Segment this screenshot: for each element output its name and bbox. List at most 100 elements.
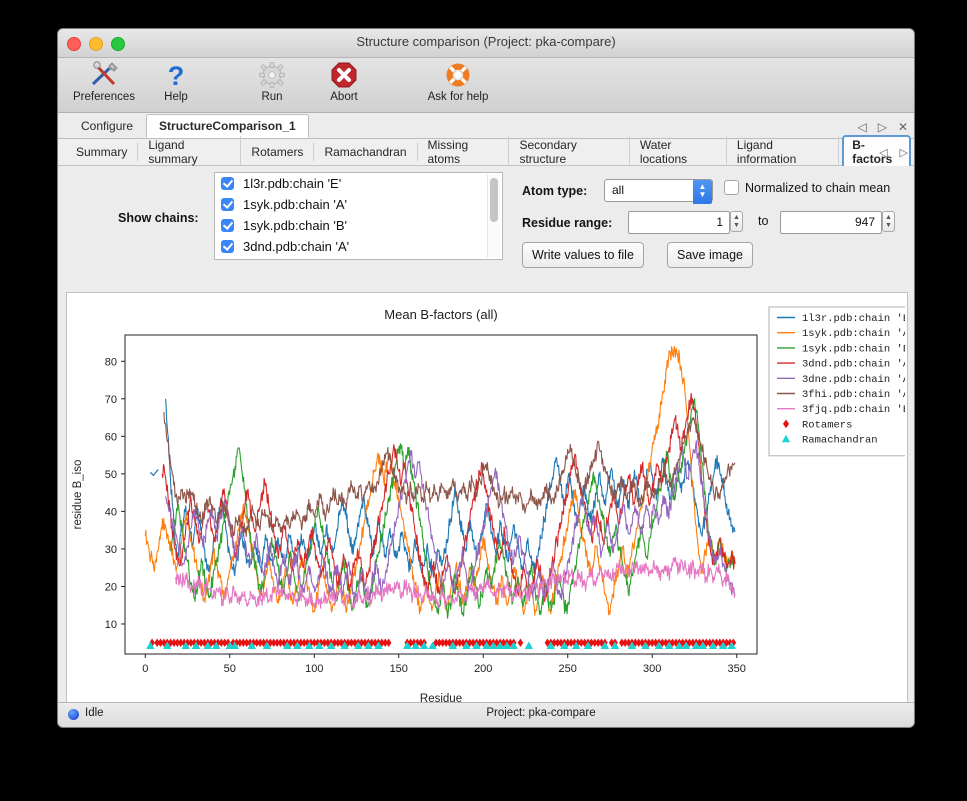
status-indicator-icon (68, 709, 79, 720)
tab-ligand-summary[interactable]: Ligand summary (138, 136, 242, 168)
chain-checkbox[interactable] (221, 198, 234, 211)
close-window-button[interactable] (67, 37, 81, 51)
chain-label: 1syk.pdb:chain 'B' (243, 218, 347, 233)
svg-text:300: 300 (643, 663, 661, 675)
residue-range-to-input[interactable]: 947 (780, 211, 882, 234)
status-project-label: Project: pka-compare (486, 707, 596, 719)
chain-list-scrollbar[interactable] (487, 175, 500, 257)
chain-list-item[interactable]: 3dnd.pdb:chain 'A' (215, 236, 502, 257)
status-bar: Idle Project: pka-compare (58, 702, 914, 727)
svg-text:350: 350 (728, 663, 746, 675)
svg-text:1syk.pdb:chain 'A': 1syk.pdb:chain 'A' (802, 328, 905, 340)
residue-range-to-stepper[interactable]: ▲ ▼ (882, 211, 895, 232)
chain-list-item[interactable]: 1syk.pdb:chain 'A' (215, 194, 502, 215)
atom-type-label: Atom type: (522, 184, 588, 198)
project-tab-prev-icon[interactable]: ◁ (857, 120, 867, 134)
svg-text:250: 250 (559, 663, 577, 675)
run-gear-icon (236, 60, 308, 90)
chain-checkbox[interactable] (221, 240, 234, 253)
show-chains-label: Show chains: (118, 211, 199, 225)
help-button[interactable]: ? Help (140, 58, 212, 103)
project-tabbar: Configure StructureComparison_1 ◁ ▷ ✕ (58, 113, 914, 139)
results-tab-prev-icon[interactable]: ◁ (879, 146, 888, 159)
help-question-icon: ? (140, 60, 212, 90)
tab-structurecomparison-1[interactable]: StructureComparison_1 (146, 114, 309, 138)
controls-panel: Show chains: 1l3r.pdb:chain 'E' 1syk.pdb… (58, 166, 914, 268)
minimize-window-button[interactable] (89, 37, 103, 51)
chain-list-item[interactable]: 1syk.pdb:chain 'B' (215, 215, 502, 236)
abort-button[interactable]: Abort (308, 58, 380, 103)
svg-text:150: 150 (390, 663, 408, 675)
preferences-label: Preferences (72, 91, 135, 103)
svg-text:10: 10 (105, 619, 117, 631)
lifering-icon (416, 60, 500, 90)
traffic-lights (67, 37, 125, 51)
preferences-tools-icon (68, 60, 140, 90)
ask-for-help-button[interactable]: Ask for help (416, 58, 500, 103)
svg-text:Mean B-factors (all): Mean B-factors (all) (384, 307, 497, 322)
zoom-window-button[interactable] (111, 37, 125, 51)
window-title: Structure comparison (Project: pka-compa… (356, 34, 616, 49)
chain-checkbox[interactable] (221, 219, 234, 232)
results-tab-nav: ◁ ▷ (879, 146, 908, 159)
tab-secondary-structure[interactable]: Secondary structure (509, 136, 630, 168)
status-state-label: Idle (85, 707, 104, 719)
svg-text:3fjq.pdb:chain 'E': 3fjq.pdb:chain 'E' (802, 404, 905, 416)
run-label: Run (261, 91, 283, 103)
chain-list-item[interactable]: 1l3r.pdb:chain 'E' (215, 173, 502, 194)
svg-text:3dne.pdb:chain 'A': 3dne.pdb:chain 'A' (802, 374, 905, 386)
bfactor-plot-panel: Mean B-factors (all) 0 50 100 150 200 250 300 35… (66, 292, 908, 715)
svg-text:20: 20 (105, 581, 117, 593)
svg-text:?: ? (168, 61, 185, 89)
chain-list-scroll-thumb[interactable] (490, 178, 498, 222)
help-label: Help (164, 91, 188, 103)
normalized-checkbox[interactable] (724, 180, 739, 195)
svg-text:1l3r.pdb:chain 'E': 1l3r.pdb:chain 'E' (802, 313, 905, 325)
residue-range-from-value: 1 (716, 215, 723, 229)
svg-text:50: 50 (105, 469, 117, 481)
tab-ligand-information[interactable]: Ligand information (727, 136, 840, 168)
svg-text:3dnd.pdb:chain 'A': 3dnd.pdb:chain 'A' (802, 359, 905, 371)
chain-checkbox[interactable] (221, 177, 234, 190)
tab-summary[interactable]: Summary (66, 143, 139, 161)
residue-range-label: Residue range: (522, 216, 613, 230)
residue-range-to-label: to (758, 214, 769, 228)
svg-text:residue B_iso: residue B_iso (72, 460, 84, 530)
results-tab-next-icon[interactable]: ▷ (899, 146, 908, 159)
project-tab-next-icon[interactable]: ▷ (877, 120, 887, 134)
svg-text:70: 70 (105, 394, 117, 406)
bfactor-chart: Mean B-factors (all) 0 50 100 150 200 250 300 35… (72, 306, 905, 705)
atom-type-select[interactable]: all ▲ ▼ (604, 179, 713, 204)
project-tab-close-icon[interactable]: ✕ (897, 120, 908, 134)
project-tab-nav: ◁ ▷ ✕ (857, 120, 908, 134)
app-window: Structure comparison (Project: pka-compa… (57, 28, 915, 728)
residue-range-from-input[interactable]: 1 (628, 211, 730, 234)
preferences-button[interactable]: Preferences (68, 58, 140, 103)
save-image-button[interactable]: Save image (667, 242, 754, 268)
tab-rotamers[interactable]: Rotamers (241, 143, 315, 161)
svg-text:0: 0 (142, 663, 148, 675)
run-button[interactable]: Run (236, 58, 308, 103)
normalized-checkbox-group[interactable]: Normalized to chain mean (724, 180, 890, 195)
abort-label: Abort (330, 91, 358, 103)
tab-ramachandran[interactable]: Ramachandran (314, 143, 418, 161)
svg-text:200: 200 (474, 663, 492, 675)
residue-range-from-stepper[interactable]: ▲ ▼ (730, 211, 743, 232)
tab-configure[interactable]: Configure (81, 119, 134, 133)
svg-text:50: 50 (224, 663, 236, 675)
chain-label: 1l3r.pdb:chain 'E' (243, 176, 342, 191)
ask-for-help-label: Ask for help (427, 91, 489, 103)
svg-text:80: 80 (105, 356, 117, 368)
svg-text:30: 30 (105, 544, 117, 556)
svg-text:Rotamers: Rotamers (802, 419, 852, 431)
svg-text:60: 60 (105, 431, 117, 443)
tab-missing-atoms[interactable]: Missing atoms (418, 136, 510, 168)
chevron-updown-icon[interactable]: ▲ ▼ (693, 180, 712, 204)
residue-range-to-value: 947 (854, 215, 875, 229)
write-values-to-file-button[interactable]: Write values to file (522, 242, 644, 268)
svg-text:100: 100 (305, 663, 323, 675)
chain-list[interactable]: 1l3r.pdb:chain 'E' 1syk.pdb:chain 'A' 1s… (214, 172, 503, 260)
tab-water-locations[interactable]: Water locations (630, 136, 727, 168)
chain-label: 3dnd.pdb:chain 'A' (243, 239, 350, 254)
svg-text:1syk.pdb:chain 'B': 1syk.pdb:chain 'B' (802, 343, 905, 355)
